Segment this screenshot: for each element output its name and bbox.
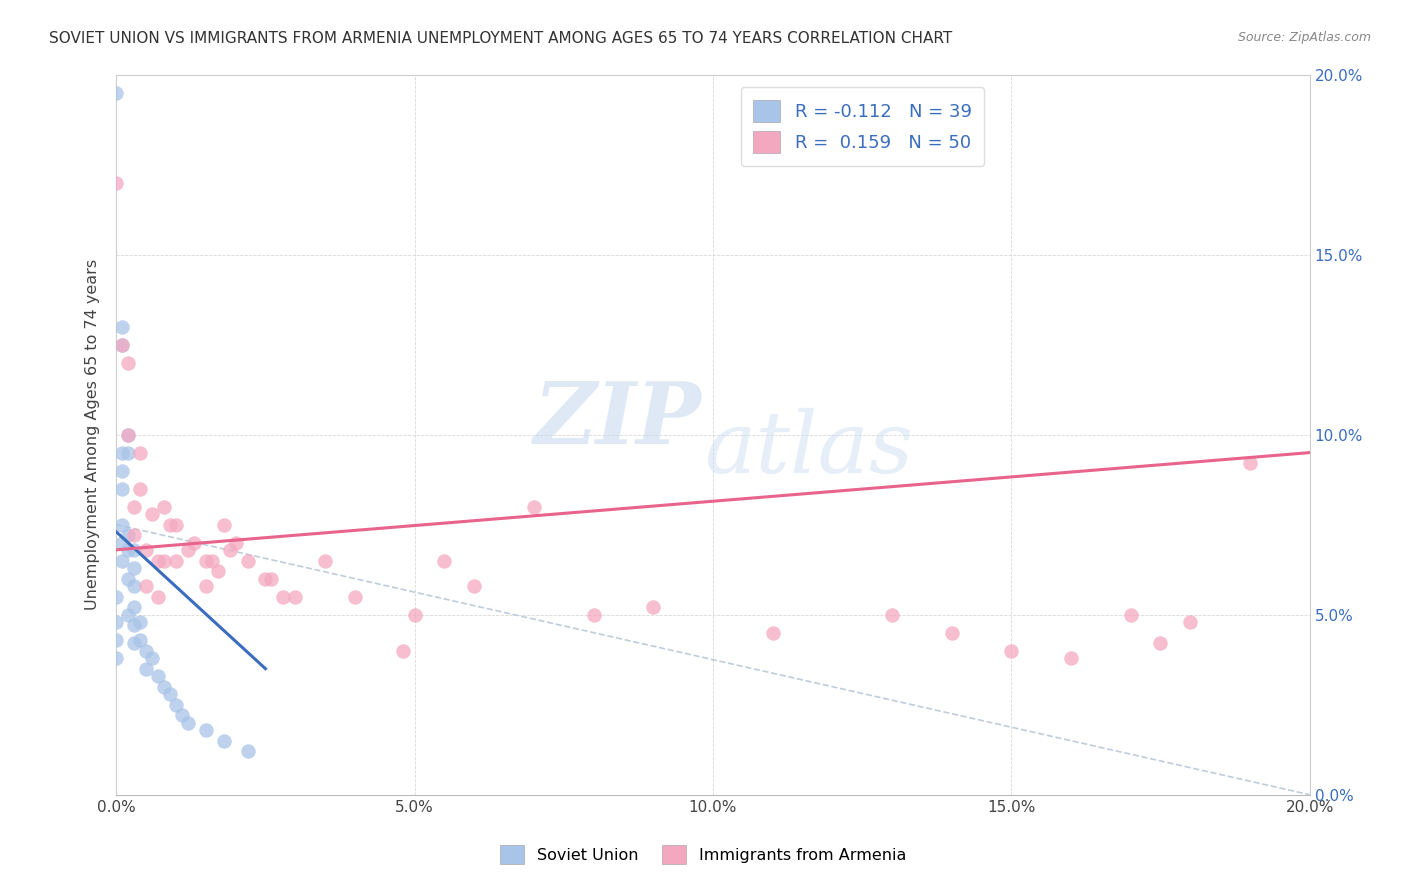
- Point: [273, 590, 295, 604]
- Point: [141, 507, 163, 521]
- Point: [880, 607, 903, 622]
- Point: [170, 708, 193, 723]
- Point: [391, 643, 413, 657]
- Point: [105, 615, 128, 629]
- Point: [111, 337, 134, 351]
- Point: [105, 590, 128, 604]
- Point: [122, 542, 145, 557]
- Point: [177, 715, 200, 730]
- Point: [105, 632, 128, 647]
- Point: [1180, 615, 1202, 629]
- Point: [254, 572, 277, 586]
- Point: [212, 517, 235, 532]
- Point: [165, 554, 187, 568]
- Point: [129, 482, 152, 496]
- Text: ZIP: ZIP: [533, 378, 702, 462]
- Point: [153, 500, 176, 514]
- Point: [135, 662, 157, 676]
- Point: [1239, 457, 1261, 471]
- Point: [122, 618, 145, 632]
- Point: [343, 590, 366, 604]
- Point: [941, 625, 963, 640]
- Point: [183, 535, 205, 549]
- Point: [1060, 651, 1083, 665]
- Point: [105, 651, 128, 665]
- Point: [122, 579, 145, 593]
- Point: [225, 535, 247, 549]
- Point: [111, 535, 134, 549]
- Point: [117, 607, 139, 622]
- Point: [194, 579, 217, 593]
- Point: [122, 561, 145, 575]
- Point: [194, 554, 217, 568]
- Point: [284, 590, 307, 604]
- Point: [135, 579, 157, 593]
- Point: [194, 723, 217, 737]
- Point: [236, 554, 259, 568]
- Point: [111, 319, 134, 334]
- Point: [111, 337, 134, 351]
- Point: [122, 600, 145, 615]
- Point: [153, 680, 176, 694]
- Text: atlas: atlas: [704, 408, 912, 491]
- Point: [236, 744, 259, 758]
- Point: [122, 636, 145, 650]
- Point: [177, 542, 200, 557]
- Point: [146, 554, 169, 568]
- Point: [159, 517, 181, 532]
- Point: [117, 427, 139, 442]
- Point: [129, 615, 152, 629]
- Point: [141, 651, 163, 665]
- Point: [111, 464, 134, 478]
- Point: [105, 86, 128, 100]
- Point: [433, 554, 456, 568]
- Point: [111, 482, 134, 496]
- Point: [135, 542, 157, 557]
- Legend: R = -0.112   N = 39, R =  0.159   N = 50: R = -0.112 N = 39, R = 0.159 N = 50: [741, 87, 984, 166]
- Legend: Soviet Union, Immigrants from Armenia: Soviet Union, Immigrants from Armenia: [494, 838, 912, 871]
- Point: [463, 579, 485, 593]
- Point: [1000, 643, 1022, 657]
- Text: SOVIET UNION VS IMMIGRANTS FROM ARMENIA UNEMPLOYMENT AMONG AGES 65 TO 74 YEARS C: SOVIET UNION VS IMMIGRANTS FROM ARMENIA …: [49, 31, 952, 46]
- Point: [582, 607, 605, 622]
- Point: [122, 528, 145, 542]
- Point: [129, 445, 152, 459]
- Point: [117, 528, 139, 542]
- Point: [201, 554, 224, 568]
- Point: [159, 687, 181, 701]
- Point: [643, 600, 665, 615]
- Point: [314, 554, 336, 568]
- Point: [129, 632, 152, 647]
- Point: [218, 542, 240, 557]
- Y-axis label: Unemployment Among Ages 65 to 74 years: Unemployment Among Ages 65 to 74 years: [86, 259, 100, 610]
- Point: [762, 625, 785, 640]
- Point: [260, 572, 283, 586]
- Point: [111, 517, 134, 532]
- Point: [135, 643, 157, 657]
- Point: [117, 355, 139, 369]
- Point: [122, 500, 145, 514]
- Point: [105, 176, 128, 190]
- Point: [117, 427, 139, 442]
- Point: [1149, 636, 1171, 650]
- Text: Source: ZipAtlas.com: Source: ZipAtlas.com: [1237, 31, 1371, 45]
- Point: [153, 554, 176, 568]
- Point: [165, 517, 187, 532]
- Point: [165, 698, 187, 712]
- Point: [207, 565, 229, 579]
- Point: [212, 733, 235, 747]
- Point: [523, 500, 546, 514]
- Point: [117, 542, 139, 557]
- Point: [117, 445, 139, 459]
- Point: [1119, 607, 1142, 622]
- Point: [117, 572, 139, 586]
- Point: [404, 607, 426, 622]
- Point: [111, 445, 134, 459]
- Point: [111, 554, 134, 568]
- Point: [146, 590, 169, 604]
- Point: [146, 669, 169, 683]
